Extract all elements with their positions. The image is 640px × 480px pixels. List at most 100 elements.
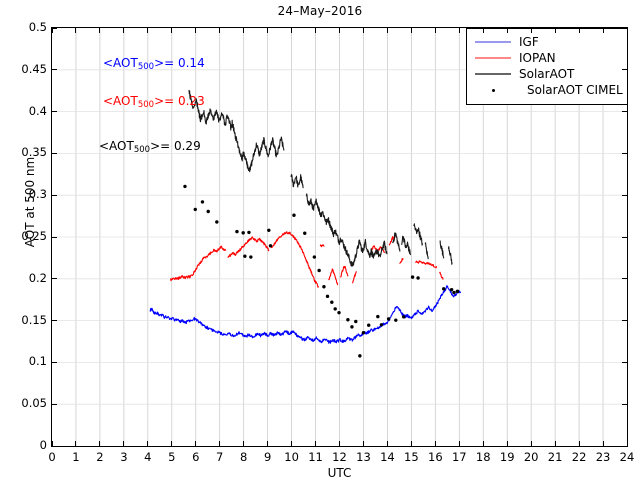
series-iopan xyxy=(439,271,444,280)
series-iopan xyxy=(415,260,438,269)
x-tick-label: 22 xyxy=(571,450,587,464)
data-point xyxy=(333,307,337,311)
data-point xyxy=(241,231,245,235)
data-point xyxy=(193,207,197,212)
series-iopan xyxy=(319,244,325,248)
data-point xyxy=(452,290,456,295)
legend-line-marker-icon xyxy=(473,36,513,48)
data-point xyxy=(292,213,296,217)
annotation-igf-mean: <AOT500>= 0.14 xyxy=(103,56,205,72)
data-point xyxy=(376,314,380,319)
legend-item-iopan: IOPAN xyxy=(473,50,621,66)
x-tick-label: 1 xyxy=(72,450,80,464)
data-point xyxy=(449,287,454,292)
x-tick-label: 16 xyxy=(428,450,443,464)
series-iopan xyxy=(399,258,404,264)
series-solaraot xyxy=(447,246,453,265)
x-tick-label: 14 xyxy=(380,450,395,464)
data-point xyxy=(337,310,341,315)
x-tick-label: 18 xyxy=(475,450,491,464)
y-tick-label: 0.2 xyxy=(28,270,47,285)
data-point xyxy=(416,276,420,280)
y-tick-label: 0.1 xyxy=(28,354,47,369)
x-tick-label: 6 xyxy=(192,450,200,464)
x-tick-label: 11 xyxy=(308,450,323,464)
data-point xyxy=(267,228,271,233)
y-tick-label: 0 xyxy=(39,438,47,452)
x-tick-label: 5 xyxy=(168,450,176,464)
legend-line-marker-icon xyxy=(473,52,513,64)
x-tick-label: 23 xyxy=(595,450,611,464)
data-point xyxy=(183,184,187,189)
data-point xyxy=(358,354,362,358)
data-point xyxy=(247,230,251,235)
y-tick-label: 0.35 xyxy=(21,145,47,160)
data-point xyxy=(235,229,239,234)
data-point xyxy=(361,331,366,335)
data-point xyxy=(317,268,321,273)
series-solaraot xyxy=(305,193,388,267)
legend-item-solaraot-cimel: SolarAOT CIMEL xyxy=(473,82,623,98)
series-solaraot xyxy=(290,174,304,189)
data-point xyxy=(200,200,205,204)
y-tick-label: 0.5 xyxy=(28,20,47,34)
data-point xyxy=(330,300,334,304)
data-point xyxy=(350,325,354,329)
annotation-solaraot-mean: <AOT500>= 0.29 xyxy=(99,139,201,155)
data-point xyxy=(325,294,330,299)
series-solaraot xyxy=(401,235,411,256)
x-tick-label: 8 xyxy=(239,450,248,464)
data-point xyxy=(402,315,406,319)
x-tick-label: 17 xyxy=(451,450,467,464)
series-iopan xyxy=(340,265,349,278)
series-solaraot-cimel xyxy=(183,184,460,358)
series-iopan xyxy=(352,271,357,284)
data-point xyxy=(322,285,326,289)
data-point xyxy=(243,254,247,258)
x-axis-label: UTC xyxy=(327,466,352,480)
data-point xyxy=(379,323,384,327)
series-iopan xyxy=(270,231,319,288)
series-solaraot xyxy=(424,242,429,260)
data-point xyxy=(386,317,391,321)
chart-legend: IGF IOPAN SolarAOT SolarAOT CIMEL xyxy=(466,28,628,105)
data-point xyxy=(268,244,273,248)
y-tick-label: 0.4 xyxy=(28,103,47,118)
series-igf xyxy=(149,285,462,344)
series-solaraot xyxy=(392,232,401,252)
legend-item-igf: IGF xyxy=(473,34,621,50)
x-tick-label: 24 xyxy=(619,450,635,464)
y-tick-label: 0.15 xyxy=(21,312,47,327)
legend-label: SolarAOT CIMEL xyxy=(527,83,623,97)
y-tick-label: 0.45 xyxy=(21,61,47,76)
y-axis-tick-labels: 0 0.05 0.1 0.15 0.2 0.25 0.3 0.35 0.4 0.45 0.5 xyxy=(0,0,47,480)
data-point xyxy=(215,220,219,224)
x-tick-label: 0 xyxy=(48,450,56,464)
data-point xyxy=(394,318,398,322)
data-point xyxy=(303,231,307,235)
series-solaraot xyxy=(413,223,423,246)
data-point xyxy=(442,287,446,291)
x-tick-label: 21 xyxy=(547,450,563,464)
series-iopan xyxy=(328,268,339,286)
data-point xyxy=(346,318,350,322)
x-tick-label: 10 xyxy=(284,450,299,464)
series-iopan xyxy=(388,235,395,246)
data-point xyxy=(249,255,253,259)
x-tick-label: 12 xyxy=(332,450,347,464)
x-tick-label: 9 xyxy=(263,450,272,464)
y-tick-label: 0.25 xyxy=(21,229,47,243)
x-tick-label: 4 xyxy=(144,450,152,464)
series-iopan xyxy=(170,245,227,282)
y-tick-label: 0.3 xyxy=(28,187,47,202)
legend-label: SolarAOT xyxy=(519,67,575,81)
data-point xyxy=(312,255,317,259)
data-point xyxy=(354,319,358,324)
series-iopan xyxy=(227,236,270,258)
data-point xyxy=(367,323,371,327)
data-point xyxy=(455,289,460,294)
series-solaraot xyxy=(439,240,445,259)
legend-dot-marker-icon xyxy=(473,84,513,96)
